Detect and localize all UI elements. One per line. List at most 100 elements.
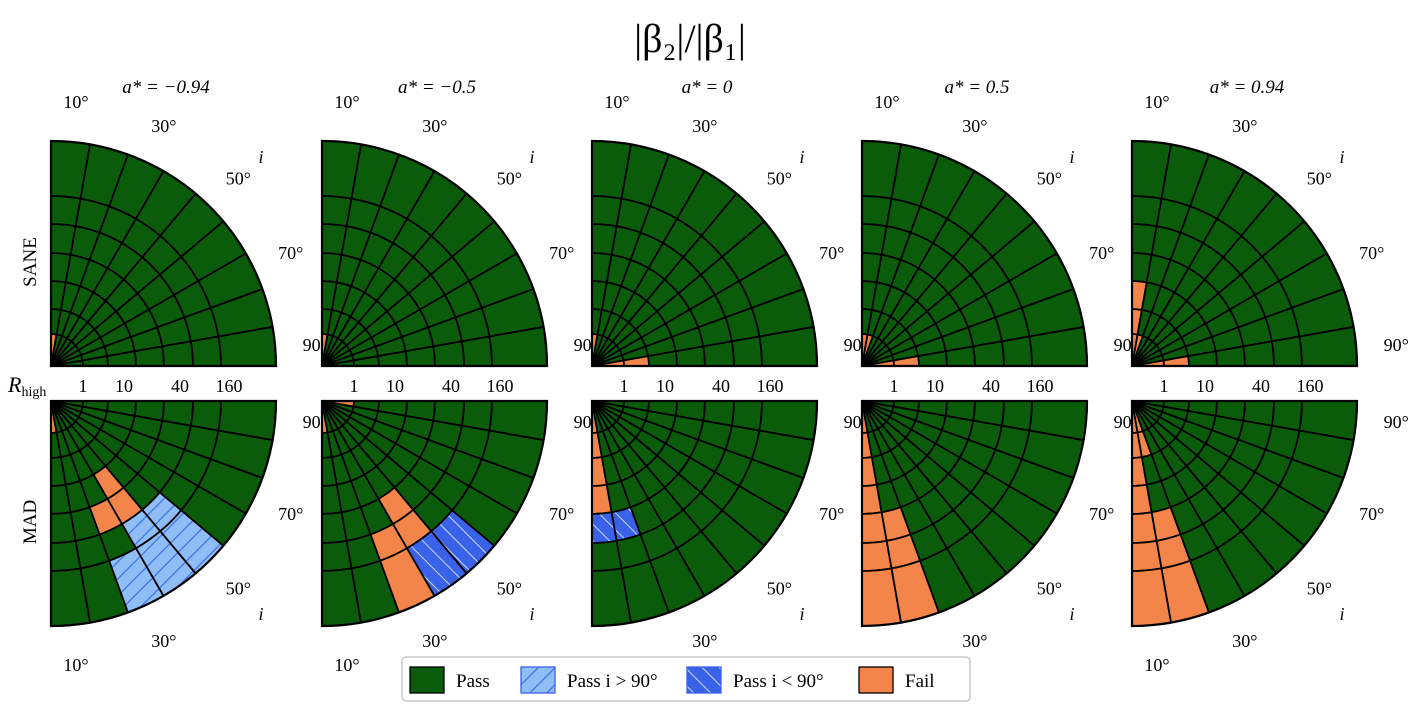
panel-outline [860,139,1089,368]
angle-tick-label: 30° [692,631,717,651]
r-tick-label: 1 [620,376,629,396]
angle-tick-label: 70° [1359,504,1384,524]
angle-tick-label: 30° [962,116,987,136]
legend-label: Pass [456,671,490,692]
polar-cell [730,335,763,367]
panel-outline [1130,399,1359,628]
polar-cell [1000,400,1033,432]
r-axis-label: Rhigh [7,372,46,400]
angle-tick-label: 30° [1232,631,1257,651]
angle-axis-label: i [529,604,534,624]
polar-cell [432,340,465,367]
panel-outline [320,399,549,628]
angle-tick-label: 30° [692,116,717,136]
r-tick-label: 1 [890,376,899,396]
angle-tick-label: 10° [1144,92,1169,112]
polar-cell [702,340,735,367]
legend-item-pass_lt90: Pass i < 90° [686,666,824,694]
r-axis-label-main: R [7,372,22,397]
column-title: a* = 0.94 [1210,77,1285,98]
angle-axis-label: i [258,604,263,624]
angle-tick-label: 50° [767,169,792,189]
r-tick-label: 10 [386,376,404,396]
row-label: SANE [20,237,41,287]
polar-cell [730,400,763,432]
angle-tick-label: 50° [226,169,251,189]
angle-tick-label: 50° [497,578,522,598]
angle-axis-label: i [1339,604,1344,624]
panel-outline [49,399,278,628]
panel-mad-2: 10°30°50°70°90°i [590,399,869,675]
column-title: a* = −0.5 [398,77,476,98]
r-tick-label: 40 [982,376,1000,396]
legend-label: Pass i > 90° [567,671,658,692]
panel-outline [1130,139,1359,368]
legend-swatch [520,666,556,694]
r-tick-label: 10 [656,376,674,396]
legend-swatch [858,666,894,694]
angle-tick-label: 10° [1144,655,1169,675]
angle-tick-label: 70° [278,504,303,524]
angle-tick-label: 70° [1089,504,1114,524]
r-tick-label: 160 [216,376,243,396]
angle-tick-label: 70° [1089,243,1114,263]
column-title: a* = 0.5 [944,77,1009,98]
angle-tick-label: 70° [819,504,844,524]
polar-cell [189,400,222,432]
r-tick-label: 40 [171,376,189,396]
angle-tick-label: 30° [422,631,447,651]
panel-grid: 10° 30° 50° 70° 90° i a* = −0.94 1 10 40 160 SANE 10… [7,77,1409,675]
angle-tick-label: 30° [1232,116,1257,136]
panel-sane-3: 10°30°50°70°90°ia* = 0.51 10 40 160 [860,77,1139,396]
r-axis-label-sub: high [21,385,46,400]
angle-tick-label: 10° [334,92,359,112]
panel-outline [860,399,1089,628]
angle-tick-label: 90° [1384,412,1409,432]
r-tick-label: 1 [350,376,359,396]
angle-axis-label: i [258,147,263,167]
angle-tick-label: 50° [1307,578,1332,598]
angle-tick-label: 70° [1359,243,1384,263]
angle-axis-label: i [799,604,804,624]
angle-tick-label: 10° [874,92,899,112]
angle-axis-label: i [1069,604,1074,624]
panel-outline [320,139,549,368]
legend-item-pass: Pass [409,666,490,694]
panel-outline [590,139,819,368]
polar-cell [1000,335,1033,367]
r-tick-label: 1 [79,376,88,396]
r-tick-label: 40 [1252,376,1270,396]
angle-tick-label: 10° [604,92,629,112]
legend: Pass Pass i > 90° Pass i < 90° Fail [401,656,971,702]
angle-tick-label: 50° [1037,578,1062,598]
r-tick-label: 10 [115,376,133,396]
chart-title: |β₂|/|β₁| [634,16,746,61]
legend-label: Pass i < 90° [733,671,824,692]
column-title: a* = −0.94 [122,77,210,98]
angle-tick-label: 50° [497,169,522,189]
angle-tick-label: 30° [962,631,987,651]
angle-axis-label: i [799,147,804,167]
polar-cell [161,400,194,427]
panel-outline [49,139,278,368]
column-title: a* = 0 [682,77,733,98]
angle-tick-label: 30° [151,631,176,651]
polar-cell [460,335,493,367]
angle-tick-label: 30° [422,116,447,136]
angle-axis-label: i [529,147,534,167]
panel-outline [590,399,819,628]
r-tick-label: 160 [487,376,514,396]
polar-cell [1242,400,1275,427]
polar-cell [189,335,222,367]
panel-mad-3: 10°30°50°70°90°i [860,399,1139,675]
panel-sane-4: 10° 30° 50° 70° 90° i a* = 0.94 1 10 40 160 [1130,77,1409,396]
r-tick-label: 1 [1160,376,1169,396]
legend-item-fail: Fail [858,666,935,694]
polar-cell [1270,400,1303,432]
panel-sane-2: 10°30°50°70°90°ia* = 01 10 40 160 [590,77,869,396]
angle-axis-label: i [1069,147,1074,167]
legend-label: Fail [905,671,935,692]
legend-swatch [686,666,722,694]
